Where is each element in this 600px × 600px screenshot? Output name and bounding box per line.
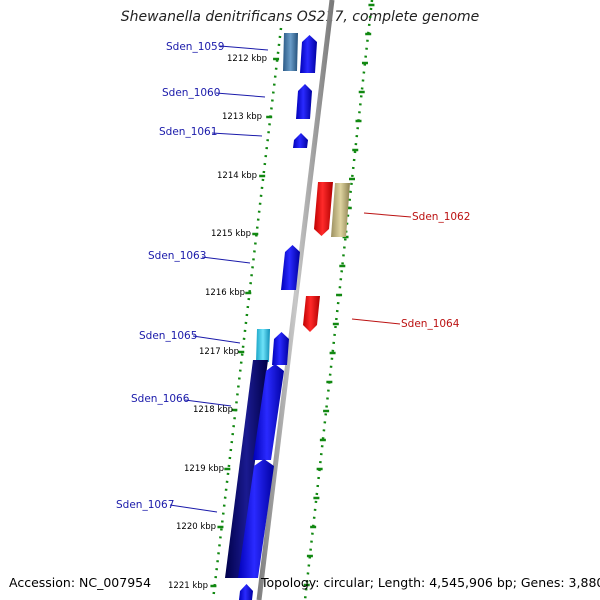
gene-feature-sden-1067[interactable]	[238, 459, 274, 578]
genome-backbone	[256, 0, 335, 600]
gene-label-sden-1066[interactable]: Sden_1066	[131, 393, 190, 405]
gene-label-sden-1067[interactable]: Sden_1067	[116, 499, 174, 511]
gene-label-sden-1063[interactable]: Sden_1063	[148, 250, 206, 262]
map-title: Shewanella denitrificans OS217, complete…	[120, 9, 480, 25]
accession-text: Accession: NC_007954	[9, 575, 152, 590]
label-leader-lines	[169, 45, 412, 513]
scale-label-1216: 1216 kbp	[205, 288, 245, 298]
leader-line-7	[184, 399, 232, 407]
scale-label-1214: 1214 kbp	[217, 171, 257, 181]
scale-label-1219: 1219 kbp	[184, 464, 224, 474]
gene-feature-sden-1066-track2[interactable]	[225, 360, 268, 578]
scale-label-1218: 1218 kbp	[193, 405, 233, 415]
gene-feature-sden-1059-track2[interactable]	[283, 33, 298, 71]
leader-line-8	[169, 504, 218, 513]
gene-feature-sden-1063[interactable]	[281, 245, 300, 290]
leader-line-6	[192, 335, 241, 344]
gene-label-sden-1061[interactable]: Sden_1061	[159, 126, 217, 138]
leader-line-0	[219, 45, 269, 51]
leader-line-2	[211, 132, 263, 137]
gene-feature-sden-1064[interactable]	[303, 296, 320, 332]
gene-feature-sden-1062[interactable]	[314, 182, 333, 236]
gene-label-sden-1060[interactable]: Sden_1060	[162, 87, 220, 99]
ruler-band-inner	[211, 27, 283, 600]
gene-feature-sden-1065-track2[interactable]	[256, 329, 270, 362]
scale-label-1220: 1220 kbp	[176, 522, 216, 532]
gene-feature-sden-1060[interactable]	[296, 84, 312, 119]
gene-label-sden-1059[interactable]: Sden_1059	[166, 41, 224, 53]
scale-label-1213: 1213 kbp	[222, 112, 262, 122]
gene-feature-sden-1065[interactable]	[272, 332, 289, 365]
gene-label-sden-1064[interactable]: Sden_1064	[401, 318, 460, 330]
genome-stats-text: Topology: circular; Length: 4,545,906 bp…	[261, 575, 600, 590]
gene-label-sden-1065[interactable]: Sden_1065	[139, 330, 197, 342]
scale-label-1215: 1215 kbp	[211, 229, 251, 239]
gene-feature-sden-1061[interactable]	[293, 133, 308, 148]
gene-features	[225, 33, 350, 600]
leader-line-1	[215, 92, 266, 98]
gene-feature-sden-1066[interactable]	[253, 364, 284, 460]
scale-label-1212: 1212 kbp	[227, 54, 267, 64]
ruler-ticks	[210, 3, 375, 588]
leader-line-4	[201, 256, 251, 264]
gene-label-sden-1062[interactable]: Sden_1062	[412, 211, 470, 223]
gene-feature-sden-1062-track2[interactable]	[331, 183, 350, 237]
leader-line-5	[351, 318, 401, 325]
gene-labels: Sden_1059 Sden_1060 Sden_1061 Sden_1062 …	[116, 41, 470, 511]
leader-line-3	[363, 212, 412, 218]
scale-labels: 1212 kbp 1213 kbp 1214 kbp 1215 kbp 1216…	[168, 54, 267, 591]
scale-label-1217: 1217 kbp	[199, 347, 239, 357]
gene-feature-sden-1059[interactable]	[300, 35, 317, 73]
gene-feature-next[interactable]	[239, 584, 253, 600]
scale-label-1221: 1221 kbp	[168, 581, 208, 591]
